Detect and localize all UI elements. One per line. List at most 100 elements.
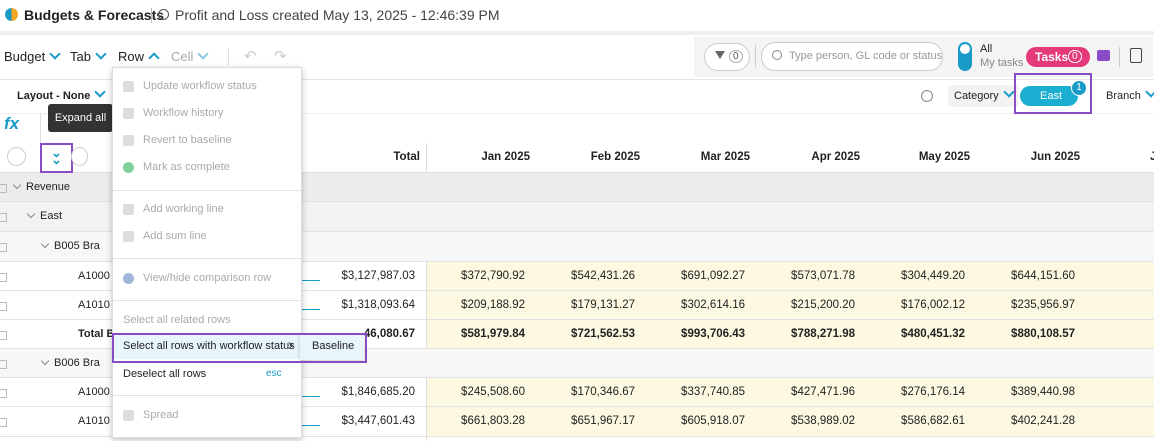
header: Budgets & Forecasts Profit and Loss crea…	[0, 0, 1154, 32]
menu-cell[interactable]: Cell	[171, 48, 210, 64]
cell-value: $3,127,987.03	[341, 269, 415, 282]
cell-value: $538,989.02	[791, 415, 855, 427]
menu-label: Tab	[70, 49, 91, 64]
search-box[interactable]: Type person, GL code or status	[761, 42, 943, 71]
row-handle	[0, 359, 7, 369]
cell-value: $176,002.12	[901, 298, 965, 311]
row-handle	[0, 183, 7, 193]
history-icon[interactable]	[921, 90, 933, 102]
column-header: Apr 2025	[811, 151, 860, 163]
app-title[interactable]: Budgets & Forecasts	[24, 7, 165, 23]
row-handle	[0, 330, 7, 340]
menu-separator	[113, 395, 301, 396]
cell-value: $235,956.97	[1011, 298, 1075, 311]
filter-button[interactable]: 0	[704, 43, 750, 71]
menu-item: Add sum line	[143, 230, 207, 242]
search-placeholder: Type person, GL code or status	[789, 50, 943, 62]
filter-chip[interactable]: East	[1020, 86, 1078, 106]
expand-chevron[interactable]	[40, 356, 50, 365]
cell-value: $691,092.27	[681, 269, 745, 282]
menu-item: Workflow history	[143, 107, 224, 119]
cell-value: $721,562.53	[571, 327, 635, 340]
menu-row[interactable]: Row	[118, 49, 160, 64]
column-header: Feb 2025	[590, 151, 640, 163]
clipboard-icon[interactable]	[1130, 48, 1142, 63]
expand-all-button[interactable]: ⌄ ⌄	[51, 145, 62, 167]
tasks-button[interactable]: Tasks 0	[1026, 47, 1090, 67]
cell-value: $3,447,601.43	[341, 415, 415, 427]
menu-item[interactable]: Deselect all rows	[123, 368, 207, 380]
collapse-button[interactable]	[7, 147, 26, 166]
toolbar: Budget Tab Row Cell ↶ ↷ 0 Type person, G…	[0, 35, 1154, 80]
menu-item[interactable]: Select all rows with workflow status	[123, 340, 295, 352]
column-header: Jan 2025	[481, 151, 530, 163]
menu-icon	[123, 273, 134, 284]
chip-badge: 1	[1071, 80, 1087, 96]
row-label: Revenue	[26, 180, 71, 193]
row-label: A1010	[78, 298, 110, 311]
category-select[interactable]: Category	[948, 85, 1019, 107]
menu-item-bg	[113, 333, 301, 359]
expand-chevron[interactable]	[40, 239, 50, 249]
cell-value: $179,131.27	[571, 298, 635, 311]
toggle-knob	[960, 44, 970, 54]
menu-item: Update workflow status	[143, 80, 257, 92]
cell-value: $480,451.32	[901, 327, 965, 340]
divider	[151, 8, 152, 23]
sparkline	[300, 279, 320, 281]
tooltip: Expand all	[48, 104, 113, 132]
menu-item: Spread	[143, 409, 179, 421]
report-title: Profit and Loss created May 13, 2025 - 1…	[175, 7, 500, 23]
formula-divider	[40, 113, 41, 143]
column-header: Mar 2025	[700, 151, 750, 163]
cell-value: $427,471.96	[791, 385, 855, 398]
tasks-count: 0	[1068, 50, 1082, 63]
cell-value: $573,071.78	[791, 269, 855, 282]
cell-value: $542,431.26	[571, 269, 635, 282]
category-label: Category	[954, 90, 999, 102]
formula-icon[interactable]: fx	[4, 114, 20, 133]
cell-value: $788,271.98	[791, 327, 855, 340]
toggle[interactable]	[958, 42, 972, 71]
column-header: Total	[393, 151, 420, 163]
submenu	[300, 335, 364, 360]
table-row: A1010 $1,318,093.64 $209,188.92 $179,131.27…	[0, 291, 1154, 320]
expand-chevron[interactable]	[26, 209, 36, 219]
month-cells	[427, 291, 1154, 319]
menu-budget[interactable]: Budget	[4, 48, 61, 64]
layout-select[interactable]: Layout - None	[17, 86, 107, 102]
row-handle	[0, 243, 7, 252]
search-icon	[772, 50, 782, 60]
cell-value: $661,803.28	[461, 415, 525, 427]
menu-item: Select all related rows	[123, 314, 231, 326]
menu-icon	[123, 162, 134, 173]
cell-value: $993,706.43	[681, 327, 745, 340]
cell-value: $581,979.84	[461, 327, 525, 340]
layout-bar: Layout - None Category East 1 Branch	[0, 73, 1154, 114]
shade	[0, 31, 1154, 35]
month-cells	[427, 407, 1154, 436]
cell-value: $245,508.60	[461, 385, 525, 398]
menu-tab[interactable]: Tab	[70, 48, 107, 64]
branch-select[interactable]: Branch	[1106, 86, 1154, 102]
layout-label: Layout - None	[17, 90, 91, 102]
expand-chevron[interactable]	[12, 180, 22, 189]
row-handle	[0, 301, 7, 311]
redo[interactable]: ↷	[274, 48, 287, 65]
column-header: J	[1150, 151, 1154, 163]
row-handle	[0, 388, 7, 398]
sparkline	[300, 425, 320, 426]
comments-icon[interactable]	[1097, 50, 1110, 61]
row-handle	[0, 213, 7, 222]
cell-value: $170,346.67	[571, 385, 635, 398]
row-label: B005 Bra	[54, 240, 100, 252]
month-cells	[427, 378, 1154, 406]
submenu-item[interactable]: Baseline	[312, 340, 355, 352]
submenu-highlight	[112, 333, 367, 363]
undo[interactable]: ↶	[244, 48, 257, 65]
month-cells	[427, 262, 1154, 290]
collapse-all-button[interactable]	[71, 147, 88, 166]
column-divider	[426, 143, 427, 441]
filter-count: 0	[729, 50, 743, 63]
row-label: A1000	[78, 269, 110, 282]
